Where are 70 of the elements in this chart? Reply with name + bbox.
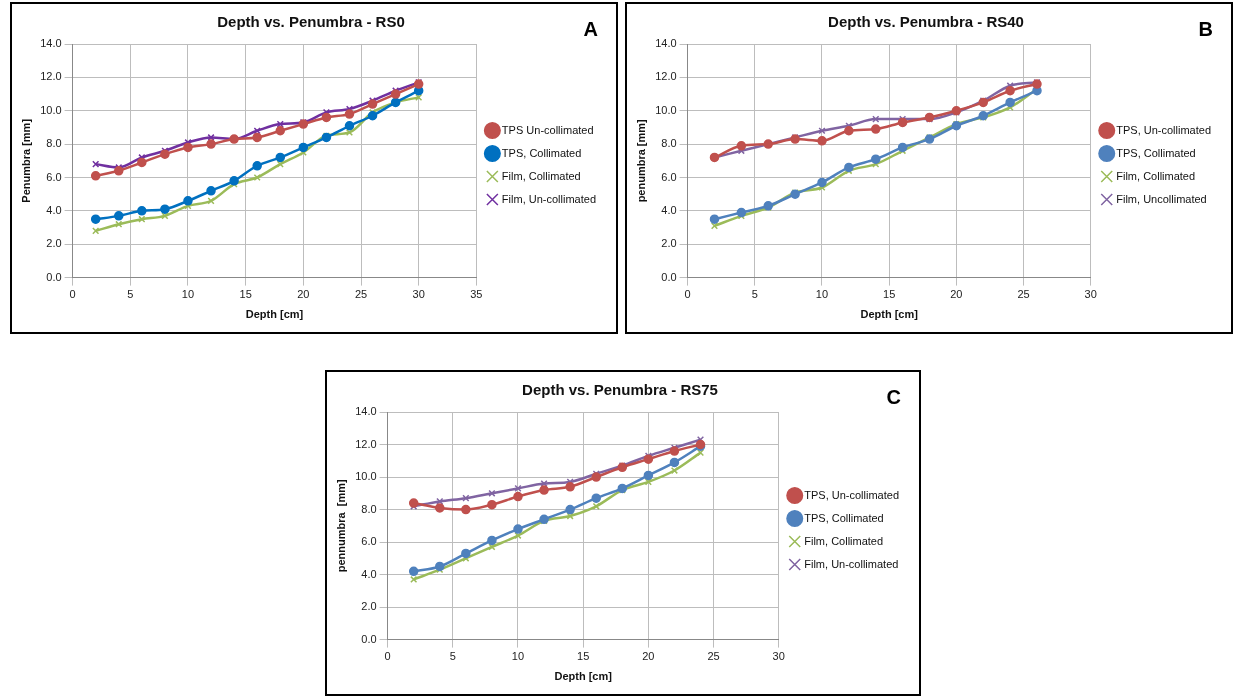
x-tick-label: 15	[883, 288, 896, 301]
y-tick-label: 4.0	[361, 567, 377, 580]
y-tick-label: 6.0	[361, 535, 377, 548]
y-tick-label: 0.0	[661, 270, 677, 283]
y-tick-label: 14.0	[655, 37, 677, 50]
legend-label: Film, Un-collimated	[804, 557, 899, 570]
y-tick-label: 2.0	[46, 237, 62, 250]
x-tick-label: 25	[1017, 288, 1030, 301]
x-tick-label: 15	[239, 288, 252, 301]
legend-label: TPS, Collimated	[1116, 146, 1196, 159]
y-tick-label: 6.0	[661, 170, 677, 183]
x-tick-label: 10	[815, 288, 829, 301]
chart-title: Depth vs. Penumbra - RS0	[217, 13, 405, 31]
x-tick-label: 25	[354, 288, 368, 301]
x-tick-label: 5	[751, 288, 758, 301]
legend-label: TPS, Un-collimated	[804, 488, 900, 501]
y-tick-label: 2.0	[361, 600, 377, 613]
x-tick-label: 5	[127, 288, 134, 301]
legend-label: Film, Un-collimated	[501, 192, 597, 205]
x-tick-label: 0	[69, 288, 76, 301]
x-tick-label: 20	[297, 288, 310, 301]
legend-label: TPS, Collimated	[501, 146, 582, 159]
x-tick-label: 0	[684, 288, 691, 301]
x-tick-label: 10	[511, 650, 525, 663]
y-tick-label: 14.0	[355, 405, 377, 418]
y-tick-label: 0.0	[46, 270, 62, 283]
legend-label: Film, Collimated	[1116, 169, 1196, 182]
y-axis-title: penumbra [mm]	[634, 118, 647, 203]
x-tick-label: 35	[470, 288, 483, 301]
y-tick-label: 8.0	[361, 502, 377, 515]
y-axis-title: pennumbra [mm]	[334, 479, 347, 573]
y-tick-label: 4.0	[661, 203, 677, 216]
x-axis-title: Depth [cm]	[554, 670, 613, 683]
y-tick-label: 8.0	[46, 137, 62, 150]
y-tick-label: 6.0	[46, 170, 62, 183]
legend-label: Film, Uncollimated	[1116, 192, 1207, 205]
x-tick-label: 15	[577, 650, 590, 663]
y-tick-label: 10.0	[355, 470, 377, 483]
y-axis-title: Penumbra [mm]	[19, 118, 32, 203]
legend-label: Film, Collimated	[804, 534, 884, 547]
text: C	[886, 386, 901, 409]
y-tick-label: 8.0	[661, 137, 677, 150]
x-tick-label: 20	[642, 650, 655, 663]
y-tick-label: 10.0	[655, 103, 677, 116]
y-tick-label: 4.0	[46, 203, 62, 216]
x-tick-label: 30	[412, 288, 425, 301]
x-tick-label: 30	[1084, 288, 1097, 301]
x-tick-label: 10	[181, 288, 195, 301]
text: B	[1198, 18, 1213, 41]
y-tick-label: 12.0	[655, 70, 677, 83]
x-tick-label: 5	[449, 650, 456, 663]
legend-label: TPS, Collimated	[804, 511, 884, 524]
x-tick-label: 30	[772, 650, 785, 663]
x-axis-title: Depth [cm]	[245, 308, 304, 321]
x-axis-title: Depth [cm]	[860, 308, 919, 321]
x-tick-label: 25	[707, 650, 720, 663]
legend-label: TPS Un-collimated	[501, 123, 594, 136]
legend-label: Film, Collimated	[501, 169, 581, 182]
y-tick-label: 14.0	[40, 37, 62, 50]
chart-title: Depth vs. Penumbra - RS40	[828, 13, 1024, 31]
y-tick-label: 10.0	[40, 103, 62, 116]
y-tick-label: 12.0	[355, 437, 377, 450]
y-tick-label: 0.0	[361, 632, 377, 645]
y-tick-label: 12.0	[40, 70, 62, 83]
text: A	[583, 18, 598, 41]
y-tick-label: 2.0	[661, 237, 677, 250]
x-tick-label: 20	[950, 288, 963, 301]
legend-label: TPS, Un-collimated	[1116, 123, 1212, 136]
x-tick-label: 0	[384, 650, 391, 663]
chart-title: Depth vs. Penumbra - RS75	[522, 381, 718, 399]
